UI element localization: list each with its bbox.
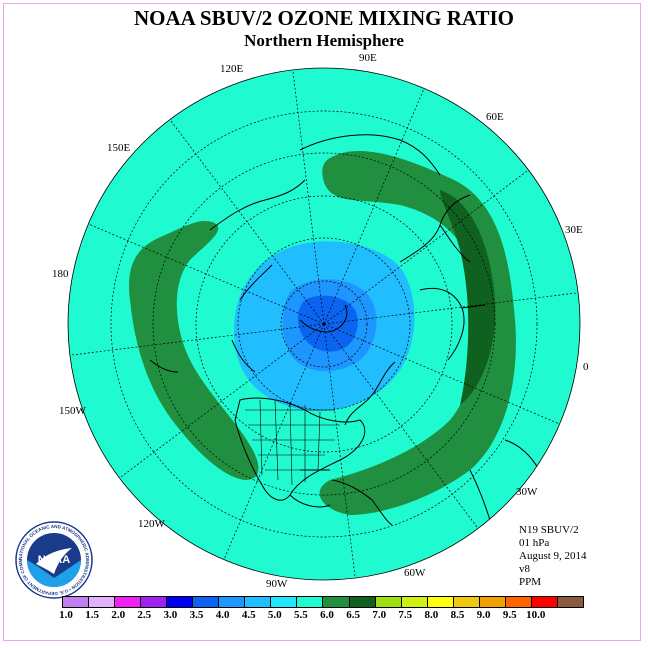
figure-frame (3, 3, 641, 641)
colorbar-swatch (479, 597, 506, 607)
colorbar-tick-label: 3.5 (189, 609, 204, 621)
colorbar-tick-label: 5.5 (294, 609, 308, 621)
map-subtitle: Northern Hemisphere (244, 31, 404, 50)
colorbar-swatch (349, 597, 376, 607)
colorbar-tick-label: 6.0 (320, 609, 334, 621)
colorbar-swatch (323, 597, 350, 607)
graticule (110, 110, 538, 538)
colorbar-swatch (245, 597, 272, 607)
colorbar-tick-label: 6.5 (346, 609, 360, 621)
lon-label-90e: 90E (359, 52, 377, 64)
lon-label-60w: 60W (404, 567, 426, 579)
colorbar-swatch (193, 597, 220, 607)
info-units: PPM (519, 576, 542, 588)
colorbar-swatch (63, 597, 90, 607)
info-instrument: N19 SBUV/2 (519, 524, 579, 536)
meridian-line (323, 323, 356, 579)
colorbar (62, 596, 584, 608)
lon-label-30w: 30W (516, 486, 538, 498)
colorbar-tick-label: 7.5 (398, 609, 413, 621)
low-ozone-region-core (297, 295, 358, 352)
colorbar-swatch (297, 597, 324, 607)
lon-label-120w: 120W (138, 518, 165, 530)
colorbar-tick-label: 1.5 (85, 609, 99, 621)
colorbar-swatch (427, 597, 454, 607)
high-ozone-core-east (440, 190, 496, 405)
colorbar-tick-label: 7.0 (372, 609, 387, 621)
meridian-line (119, 323, 325, 479)
svg-text:NOAA: NOAA (38, 554, 70, 566)
meridian-line (88, 223, 325, 325)
colorbar-tick-label: 9.5 (502, 609, 517, 621)
lon-label-90w: 90W (266, 578, 288, 590)
meridian-line (323, 169, 529, 325)
colorbar-tick-label: 3.0 (163, 609, 178, 621)
colorbar-swatch (401, 597, 428, 607)
info-version: v8 (519, 563, 530, 575)
hemisphere-outline (67, 67, 581, 581)
colorbar-tick-label: 4.0 (215, 609, 230, 621)
meridians (69, 69, 579, 579)
colorbar-swatch (375, 597, 402, 607)
colorbar-swatch (453, 597, 480, 607)
lon-label-180: 180 (52, 268, 69, 280)
info-block: N19 SBUV/2 01 hPa August 9, 2014 v8 PPM (519, 524, 587, 589)
colorbar-tick-label: 5.0 (267, 609, 282, 621)
lon-label-60e: 60E (486, 111, 504, 123)
high-ozone-band-west (129, 220, 259, 481)
colorbar-swatch (115, 597, 142, 607)
colorbar-tick-label: 10.0 (526, 609, 546, 621)
colorbar-swatch (89, 597, 116, 607)
colorbar-swatch (271, 597, 298, 607)
colorbar-tick-label: 8.5 (450, 609, 465, 621)
lon-label-150e: 150E (107, 142, 131, 154)
meridian-line (323, 88, 425, 325)
lon-label-120e: 120E (220, 63, 244, 75)
colorbar-ticks: 1.0 1.5 2.0 2.5 3.0 3.5 4.0 4.5 5.0 5.5 6.0 6.5 7.0 7… (0, 609, 648, 623)
colorbar-tick-label: 2.0 (111, 609, 126, 621)
meridian-line (69, 323, 325, 356)
colorbar-tick-label: 9.0 (476, 609, 491, 621)
colorbar-tick-label: 4.5 (241, 609, 256, 621)
noaa-logo: NOAA NATIONAL OCEANIC AND ATMOSPHERIC AD… (14, 520, 93, 599)
colorbar-swatch (531, 597, 558, 607)
us-state-boundaries (245, 399, 340, 486)
info-level: 01 hPa (519, 537, 550, 549)
colorbar-tick-label: 1.0 (59, 609, 73, 621)
colorbar-swatch (505, 597, 532, 607)
colorbar-swatch (167, 597, 194, 607)
meridian-line (223, 323, 325, 560)
meridian-line (323, 292, 579, 325)
colorbar-swatch (141, 597, 168, 607)
map-title: NOAA SBUV/2 OZONE MIXING RATIO (134, 6, 514, 30)
lon-label-150w: 150W (59, 405, 86, 417)
colorbar-swatch (219, 597, 246, 607)
colorbar-tick-label: 8.0 (424, 609, 439, 621)
lon-label-30e: 30E (565, 224, 583, 236)
meridian-line (169, 119, 325, 325)
info-date: August 9, 2014 (519, 550, 587, 562)
colorbar-tick-label: 2.5 (137, 609, 152, 621)
meridian-line (323, 323, 479, 529)
meridian-line (323, 323, 560, 425)
meridian-line (292, 69, 325, 325)
colorbar-swatch (557, 597, 583, 607)
lon-label-0: 0 (583, 361, 589, 373)
